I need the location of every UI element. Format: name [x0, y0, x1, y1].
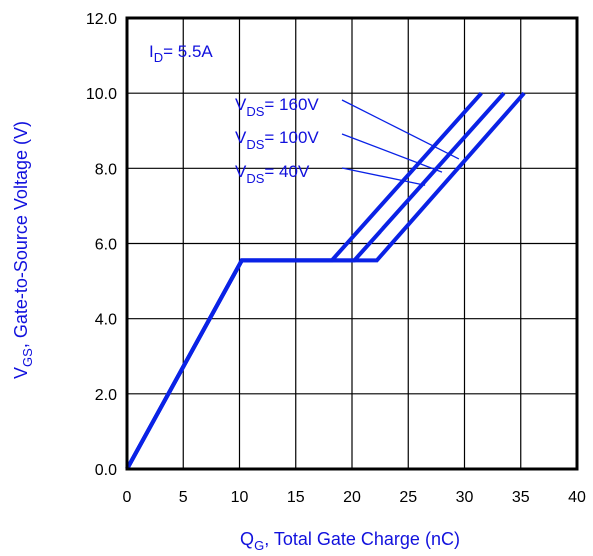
y-tick-label: 0.0 [95, 462, 117, 479]
x-tick-label: 20 [343, 489, 361, 506]
x-tick-label: 40 [568, 489, 586, 506]
y-tick-label: 8.0 [95, 161, 117, 178]
x-axis-label: QG, Total Gate Charge (nC) [240, 529, 460, 553]
y-tick-label: 2.0 [95, 387, 117, 404]
series-label-40v: VDS= 40V [235, 162, 310, 186]
label-pointer-100v [341, 133, 443, 173]
y-axis-label: VGS, Gate-to-Source Voltage (V) [11, 121, 35, 379]
x-tick-label: 10 [231, 489, 249, 506]
drain-current-annotation: ID= 5.5A [149, 42, 213, 65]
series-label-100v: VDS= 100V [235, 128, 319, 152]
grid [126, 17, 578, 470]
plot-frame [125, 16, 579, 471]
y-tick-label: 12.0 [86, 11, 117, 28]
series-lines [125, 91, 526, 470]
x-tick-labels: 0 5 10 15 20 25 30 35 40 [123, 489, 586, 506]
x-tick-label: 15 [287, 489, 305, 506]
x-tick-label: 35 [512, 489, 530, 506]
y-tick-label: 6.0 [95, 237, 117, 254]
y-tick-label: 10.0 [86, 86, 117, 103]
x-tick-label: 25 [399, 489, 417, 506]
series-label-160v: VDS= 160V [235, 95, 319, 119]
series-line-40v [125, 91, 526, 470]
label-pointers [341, 99, 460, 186]
x-tick-label: 0 [123, 489, 132, 506]
label-pointer-160v [341, 99, 460, 160]
y-tick-label: 4.0 [95, 312, 117, 329]
x-tick-label: 5 [179, 489, 188, 506]
y-tick-labels: 0.0 2.0 4.0 6.0 8.0 10.0 12.0 [86, 11, 117, 479]
series-line-160v [125, 91, 483, 470]
x-tick-label: 30 [456, 489, 474, 506]
label-pointer-40v [341, 167, 426, 186]
